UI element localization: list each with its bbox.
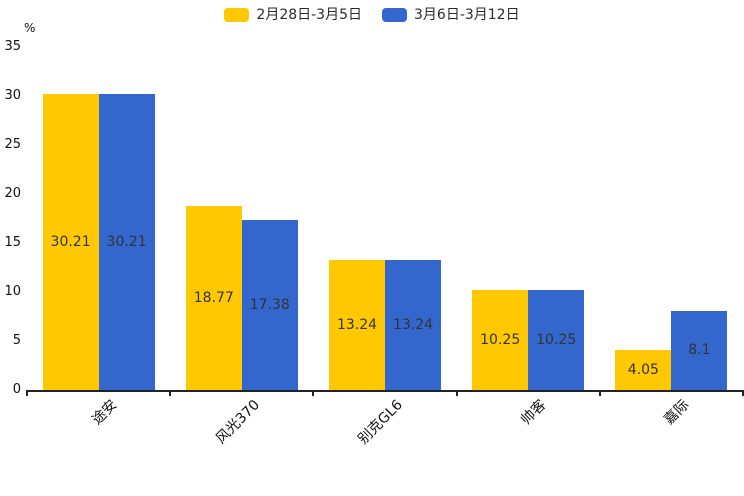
y-tick-label: 5 — [12, 333, 21, 348]
legend-item-series2[interactable]: 3月6日-3月12日 — [382, 6, 520, 24]
y-tick-label: 10 — [4, 284, 21, 299]
bar-value-label: 8.1 — [688, 342, 711, 359]
x-axis-tick — [598, 390, 601, 396]
x-axis-label: 帅客 — [518, 397, 550, 429]
bar-value-label: 13.24 — [392, 317, 434, 334]
x-axis-tick — [742, 390, 744, 396]
x-axis-label: 风光370 — [213, 397, 264, 448]
legend-item-series1[interactable]: 2月28日-3月5日 — [224, 6, 362, 24]
y-tick-label: 0 — [12, 382, 21, 397]
legend-swatch-series2-icon — [382, 8, 407, 22]
bar-value-label: 10.25 — [536, 331, 577, 348]
bar-series2 — [98, 93, 155, 390]
bar-series1 — [472, 289, 529, 390]
bar-series1 — [185, 206, 242, 390]
legend-label-series2: 3月6日-3月12日 — [414, 7, 520, 23]
bar-series2 — [528, 289, 585, 390]
x-axis-label: 途安 — [88, 397, 120, 429]
x-axis-label: 嘉际 — [661, 397, 693, 429]
bar-value-label: 30.21 — [50, 233, 91, 250]
y-tick-label: 20 — [4, 186, 21, 201]
bar-value-label: 13.24 — [336, 317, 378, 334]
bar-value-label: 4.05 — [627, 362, 659, 379]
x-axis-tick — [169, 390, 172, 396]
bar-value-label: 30.21 — [106, 233, 147, 250]
bar-value-label: 10.25 — [480, 331, 521, 348]
bar-series1 — [615, 350, 672, 390]
bar-value-label: 17.38 — [249, 296, 290, 313]
x-axis-tick — [312, 390, 315, 396]
x-axis-tick — [455, 390, 458, 396]
x-axis-line — [27, 390, 743, 392]
y-tick-label: 25 — [4, 137, 21, 152]
bar-series2 — [385, 260, 441, 390]
bar-series2 — [671, 310, 728, 390]
y-axis-unit-label: % — [24, 21, 36, 35]
y-tick-label: 15 — [4, 235, 21, 250]
legend: 2月28日-3月5日 3月6日-3月12日 — [0, 6, 744, 24]
legend-swatch-series1-icon — [224, 8, 250, 22]
bar-series1 — [42, 93, 99, 390]
x-axis-tick — [26, 390, 28, 396]
x-axis-label: 别克GL6 — [355, 397, 407, 448]
legend-label-series1: 2月28日-3月5日 — [256, 7, 362, 23]
bar-series1 — [329, 260, 385, 390]
bar-series2 — [241, 219, 298, 390]
bar-value-label: 18.77 — [193, 290, 234, 307]
y-tick-label: 30 — [4, 88, 21, 103]
y-tick-label: 35 — [4, 39, 21, 54]
